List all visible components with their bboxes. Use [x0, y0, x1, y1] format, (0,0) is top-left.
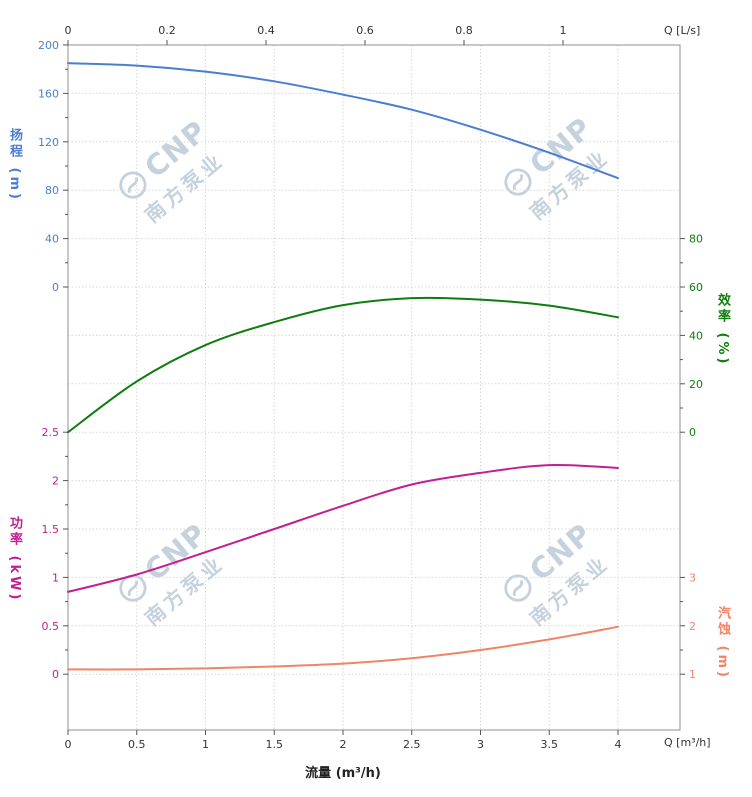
tick-label: 2.5 — [42, 426, 60, 439]
tick-label: 0.4 — [257, 24, 275, 37]
tick-label: 0 — [65, 738, 72, 751]
tick-label: 80 — [689, 233, 703, 246]
tick-label: 0 — [689, 426, 696, 439]
head-curve — [67, 62, 619, 180]
tick-label: 160 — [38, 87, 59, 100]
flow-axis-title: 流量 (m³/h) — [305, 766, 381, 781]
tick-label: 120 — [38, 136, 59, 149]
tick-label: 2 — [689, 620, 696, 633]
tick-label: 1.5 — [266, 738, 284, 751]
top-axis-unit-label: Q [L/s] — [664, 24, 701, 37]
tick-label: 1 — [52, 571, 59, 584]
tick-label: 2.5 — [403, 738, 421, 751]
efficiency-curve — [67, 296, 619, 434]
tick-label: 0 — [52, 668, 59, 681]
plot-border — [67, 44, 681, 731]
power-curve — [67, 463, 619, 593]
tick-label: 40 — [689, 329, 703, 342]
bottom-axis-unit-label: Q [m³/h] — [664, 736, 711, 749]
tick-label: 1.5 — [42, 523, 60, 536]
tick-label: 200 — [38, 39, 59, 52]
tick-label: 3 — [689, 571, 696, 584]
tick-label: 2 — [52, 475, 59, 488]
npsh-curve — [67, 625, 619, 671]
tick-label: 1 — [202, 738, 209, 751]
tick-label: 1 — [560, 24, 567, 37]
tick-label: 2 — [340, 738, 347, 751]
tick-label: 80 — [45, 184, 59, 197]
efficiency-axis-title: 效率 (%) — [715, 293, 730, 367]
tick-label: 1 — [689, 668, 696, 681]
tick-label: 3 — [477, 738, 484, 751]
tick-label: 4 — [615, 738, 622, 751]
tick-label: 0.5 — [128, 738, 146, 751]
tick-label: 20 — [689, 378, 703, 391]
tick-label: 0.6 — [356, 24, 374, 37]
power-axis-title: 功率 (kW) — [7, 516, 22, 603]
tick-label: 0 — [65, 24, 72, 37]
head-axis-title: 扬程 (m) — [7, 128, 22, 202]
tick-label: 0 — [52, 281, 59, 294]
tick-label: 0.2 — [158, 24, 176, 37]
tick-label: 0.8 — [455, 24, 473, 37]
tick-label: 40 — [45, 233, 59, 246]
tick-label: 3.5 — [541, 738, 559, 751]
npsh-axis-title: 汽蚀 (m) — [715, 606, 730, 680]
tick-label: 60 — [689, 281, 703, 294]
tick-label: 0.5 — [42, 620, 60, 633]
